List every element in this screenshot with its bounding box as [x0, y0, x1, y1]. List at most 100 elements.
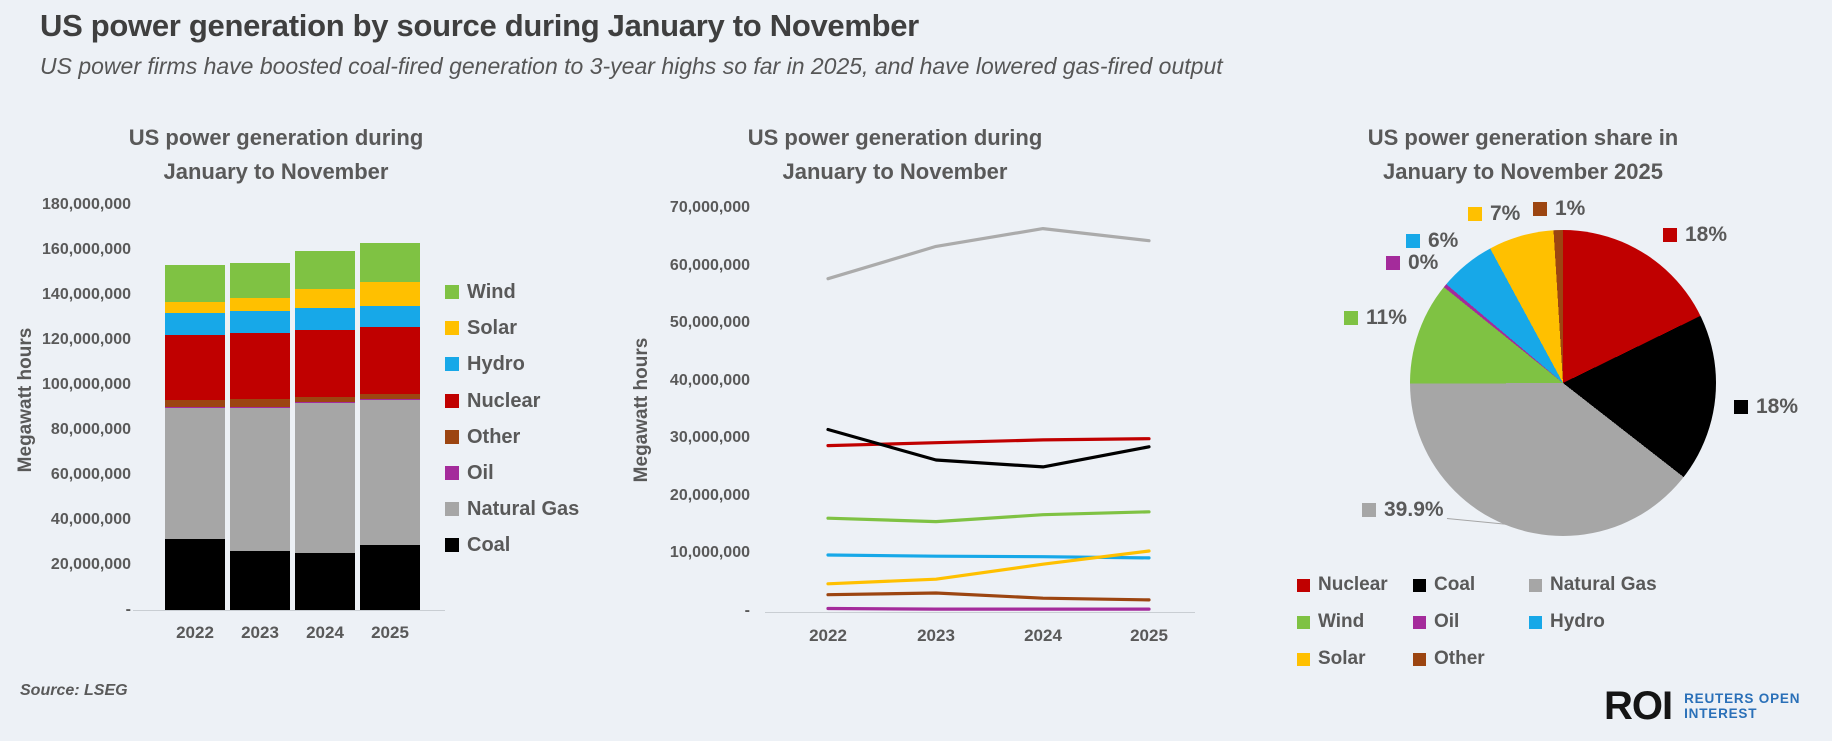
legend-swatch-nuclear-pct: [1663, 228, 1677, 242]
legend-swatch-other-pct: [1533, 202, 1547, 216]
legend-label: Wind: [467, 280, 516, 303]
legend-label: Nuclear: [467, 389, 541, 412]
legend-label: Solar: [467, 316, 518, 339]
line-chart-plot: [826, 227, 1151, 611]
legend-label: 7%: [1490, 202, 1521, 225]
y-tick-label: 40,000,000: [50, 511, 131, 528]
bar-segment-solar-2023: [230, 298, 290, 312]
legend-item-solar-pie: Solar: [1297, 648, 1366, 670]
legend-label: Wind: [1318, 611, 1365, 632]
bar-segment-nuclear-2022: [165, 335, 225, 401]
x-axis-label: 2024: [1024, 626, 1062, 645]
pie-label-oil: 0%: [1386, 251, 1439, 274]
y-tick-label: 140,000,000: [42, 286, 131, 303]
bar-segment-natural-gas-2023: [230, 407, 290, 551]
bar-segment-hydro-2025: [360, 305, 420, 327]
y-tick-label: 60,000,000: [669, 256, 750, 274]
legend-label: Coal: [1434, 574, 1476, 595]
source-text: Source: LSEG: [20, 682, 128, 699]
x-axis-label: 2025: [1130, 626, 1168, 645]
bar-segment-oil-2025: [360, 399, 420, 401]
legend-item-other: Other: [445, 426, 520, 448]
bar-segment-other-2024: [295, 396, 355, 403]
legend-label: 6%: [1428, 229, 1459, 252]
legend-swatch-wind-pie: [1297, 615, 1310, 629]
line-series-wind: [826, 510, 1151, 524]
roi-logo: ROI REUTERS OPEN INTEREST: [1604, 686, 1800, 726]
bar-segment-coal-2022: [165, 538, 225, 610]
page-title: US power generation by source during Jan…: [40, 8, 919, 43]
legend-item-oil: Oil: [445, 462, 494, 484]
y-tick-label: 70,000,000: [669, 199, 750, 216]
pie-chart-title: US power generation share in January to …: [1313, 121, 1733, 189]
bar-chart-title: US power generation during January to No…: [66, 121, 486, 189]
bar-segment-coal-2024: [295, 553, 355, 610]
legend-label: 18%: [1685, 223, 1728, 246]
legend-swatch-natural-gas: [445, 502, 459, 516]
pie-chart-title-line-1: US power generation share in: [1367, 125, 1679, 150]
x-axis-label: 2022: [809, 626, 847, 645]
bar-segment-natural-gas-2025: [360, 400, 420, 546]
legend-label: 0%: [1408, 251, 1439, 274]
pie-label-nuclear: 18%: [1663, 223, 1728, 246]
pie-label-hydro: 6%: [1406, 229, 1459, 252]
legend-item-nuclear-pie: Nuclear: [1297, 574, 1388, 596]
legend-label: Hydro: [1550, 611, 1605, 632]
legend-swatch-other: [445, 430, 459, 444]
bar-segment-solar-2024: [295, 289, 355, 309]
legend-label: Hydro: [467, 352, 525, 375]
legend-label: Oil: [467, 461, 494, 484]
line-chart-title-line-1: US power generation during: [747, 125, 1043, 150]
x-axis-line: [133, 610, 445, 611]
legend-label: Nuclear: [1318, 574, 1388, 595]
y-tick-label: 20,000,000: [50, 556, 131, 573]
legend-swatch-oil-pie: [1413, 615, 1426, 629]
roi-logo-abbr: ROI: [1604, 684, 1673, 728]
y-tick-label: 120,000,000: [42, 331, 131, 348]
line-series-natural-gas: [826, 227, 1151, 281]
bar-segment-nuclear-2023: [230, 333, 290, 400]
bar-segment-nuclear-2024: [295, 329, 355, 397]
roi-logo-text-line-1: REUTERS OPEN: [1684, 691, 1801, 706]
roi-logo-text: REUTERS OPEN INTEREST: [1684, 691, 1800, 721]
line-series-coal: [826, 427, 1151, 469]
legend-swatch-nuclear-pie: [1297, 578, 1310, 592]
legend-item-wind-pie: Wind: [1297, 611, 1364, 633]
legend-label: Other: [467, 425, 521, 448]
legend-item-other-pie: Other: [1413, 648, 1485, 670]
legend-swatch-natural-gas-pie: [1529, 578, 1542, 592]
legend-label: 11%: [1366, 306, 1407, 329]
legend-swatch-nuclear: [445, 394, 459, 408]
line-chart-title: US power generation during January to No…: [685, 121, 1105, 189]
pie-label-wind: 11%: [1344, 306, 1407, 329]
pie-label-other: 1%: [1533, 197, 1585, 220]
legend-swatch-coal-pie: [1413, 578, 1426, 592]
pie-chart-title-line-2: January to November 2025: [1382, 159, 1664, 184]
bar-segment-oil-2023: [230, 406, 290, 408]
legend-label: Natural Gas: [1550, 574, 1657, 595]
legend-swatch-natural-gas-pct: [1362, 503, 1376, 517]
legend-swatch-hydro-pct: [1406, 234, 1420, 248]
bar-segment-wind-2025: [360, 242, 420, 282]
bar-segment-nuclear-2025: [360, 326, 420, 395]
x-axis-label: 2023: [241, 623, 279, 642]
bar-segment-solar-2025: [360, 281, 420, 306]
legend-label: Oil: [1434, 611, 1460, 632]
pie-label-solar: 7%: [1468, 202, 1521, 225]
legend-swatch-oil-pct: [1386, 256, 1400, 270]
bar-segment-coal-2025: [360, 545, 420, 610]
bar-chart-title-line-2: January to November: [163, 159, 389, 184]
legend-swatch-hydro: [445, 357, 459, 371]
legend-item-oil-pie: Oil: [1413, 611, 1459, 633]
y-tick-label: 80,000,000: [50, 421, 131, 438]
bar-segment-solar-2022: [165, 301, 225, 313]
bar-segment-wind-2022: [165, 265, 225, 302]
x-axis-label: 2023: [917, 626, 955, 645]
bar-segment-hydro-2022: [165, 313, 225, 336]
x-axis-label: 2024: [306, 623, 344, 642]
bar-segment-oil-2024: [295, 402, 355, 404]
pie-label-natural-gas: 39.9%: [1362, 498, 1444, 521]
y-tick-label: 30,000,000: [669, 429, 750, 446]
legend-swatch-coal-pct: [1734, 400, 1748, 414]
